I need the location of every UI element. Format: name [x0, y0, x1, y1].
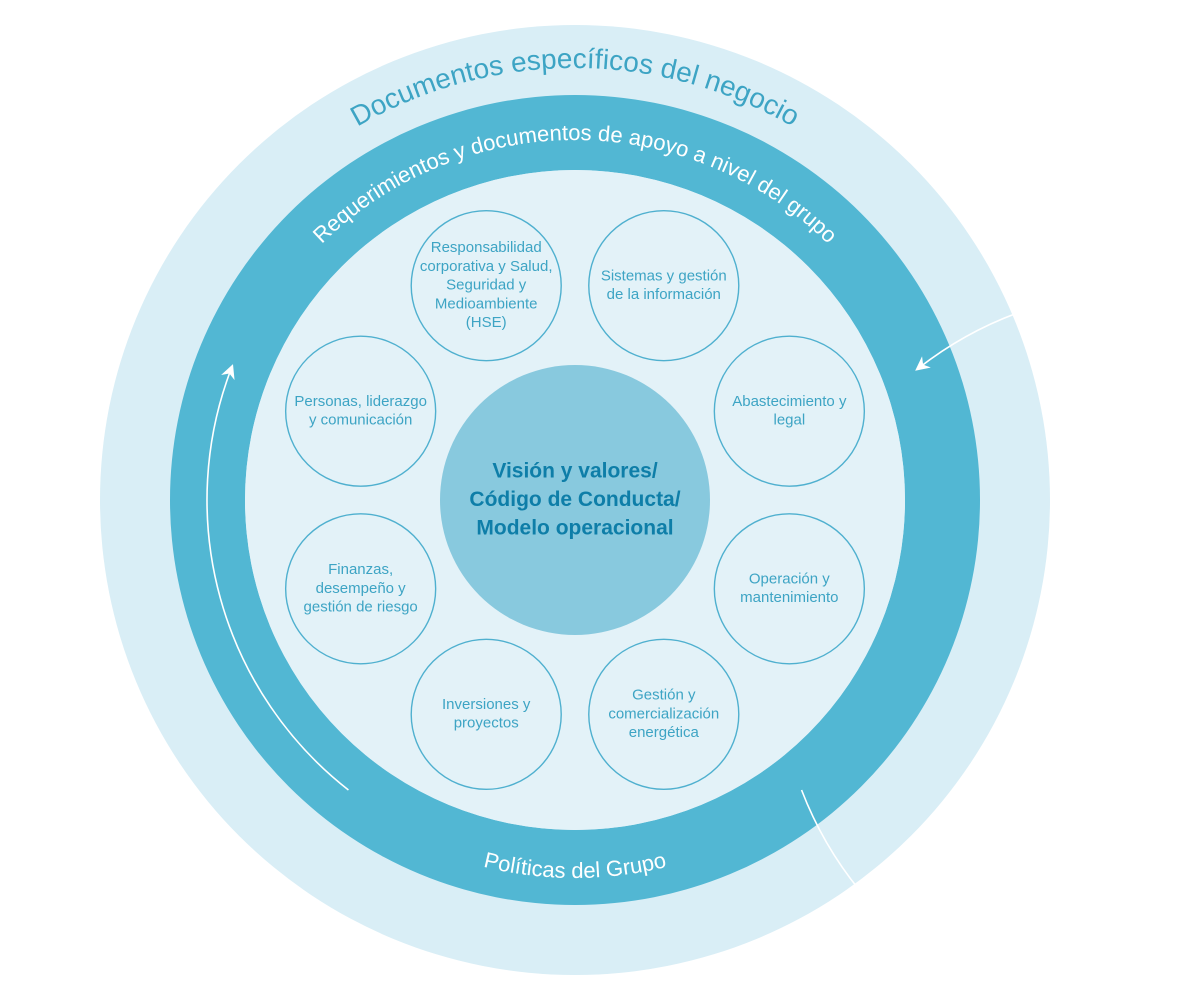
node-label-5: Inversiones yproyectos — [442, 696, 531, 732]
node-label-7: Personas, liderazgoy comunicación — [294, 393, 427, 429]
node-label-1: Sistemas y gestiónde la información — [601, 267, 727, 303]
core-label: Visión y valores/Código de Conducta/Mode… — [469, 459, 680, 539]
node-label-3: Operación ymantenimiento — [740, 570, 838, 606]
